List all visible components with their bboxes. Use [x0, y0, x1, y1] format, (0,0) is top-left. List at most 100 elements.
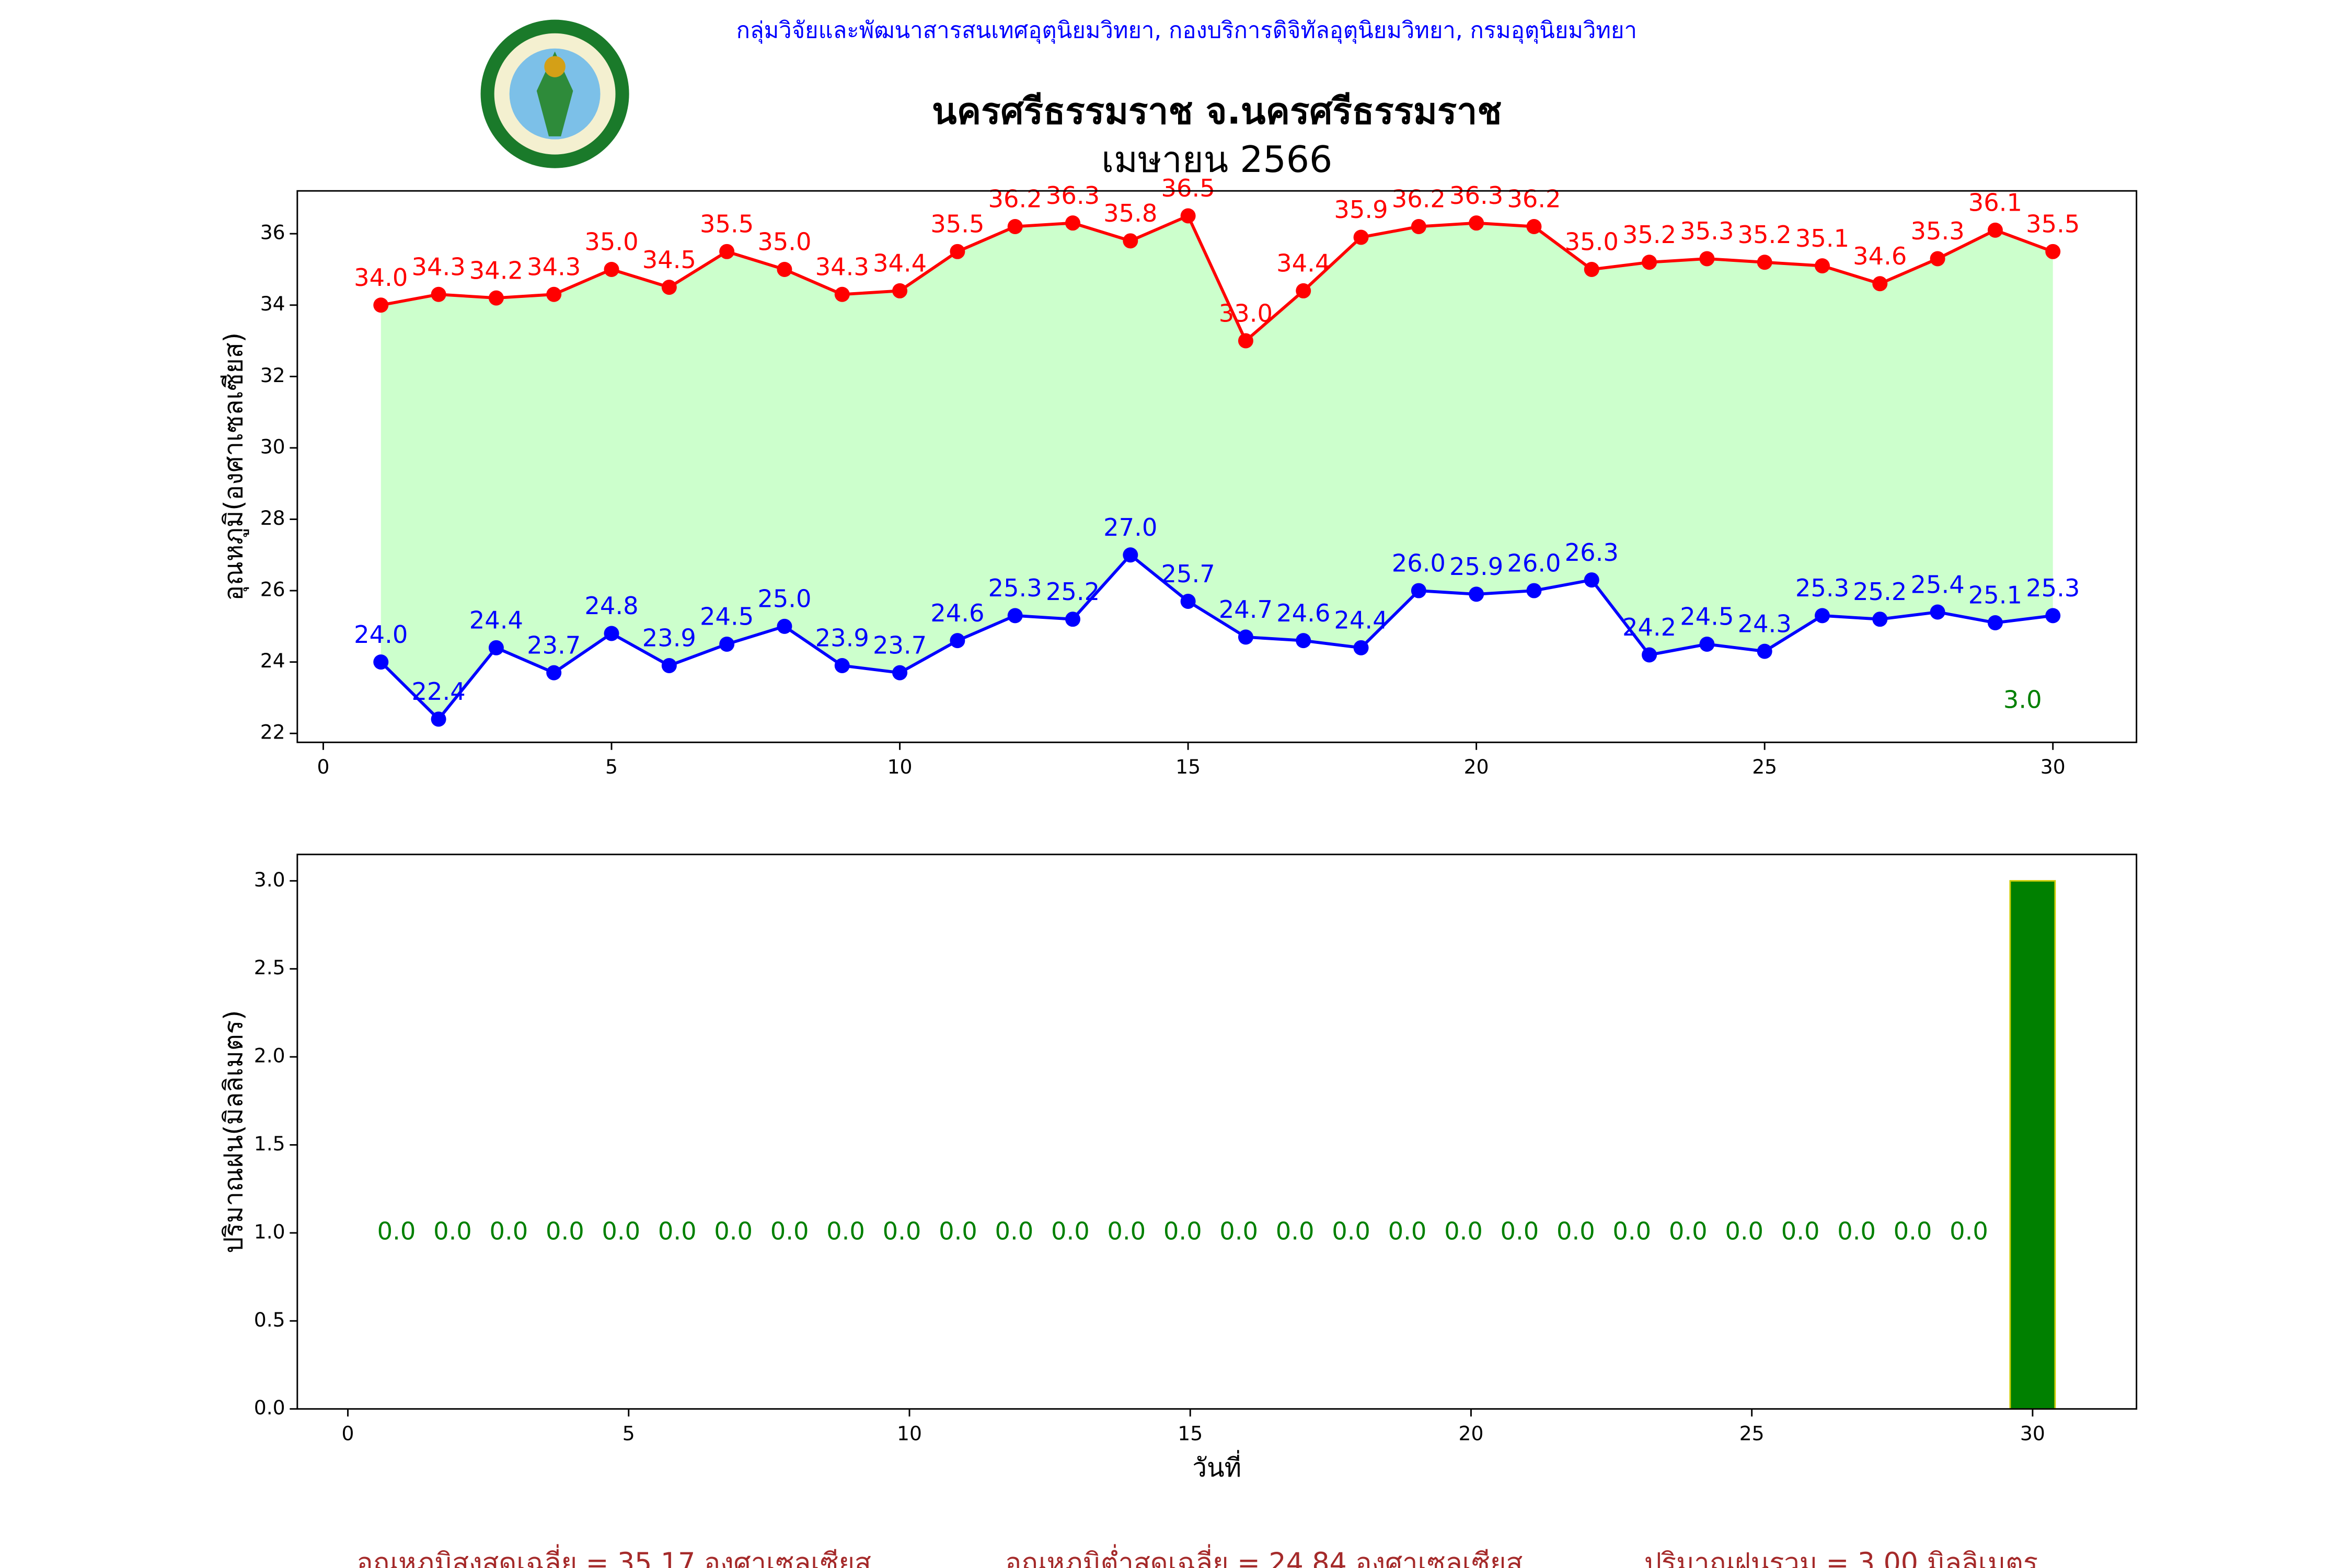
x-tick-label: 15: [1178, 1422, 1203, 1445]
point: [373, 297, 389, 313]
data-label: 34.3: [527, 252, 581, 281]
data-label: 35.8: [1103, 199, 1157, 227]
data-label: 26.0: [1507, 549, 1561, 577]
x-axis-label: วันที่: [1192, 1450, 1241, 1483]
line: [379, 552, 2054, 722]
data-label: 0.0: [1051, 1217, 1090, 1245]
data-label: 0.0: [1107, 1217, 1146, 1245]
data-label: 34.4: [1276, 249, 1330, 278]
data-label: 0.0: [883, 1217, 921, 1245]
data-label: 23.7: [873, 631, 927, 659]
data-label: 24.5: [1680, 603, 1734, 631]
data-label: 36.2: [1392, 185, 1446, 213]
data-label: 35.2: [1738, 221, 1792, 249]
y-axis-label: อุณหภูมิ(องศาเซลเซียส): [218, 332, 249, 601]
footer: ปริมาณฝนรวม = 3.00 มิลลิเมตร: [1644, 1548, 2038, 1568]
point: [1699, 251, 1715, 267]
point: [719, 637, 735, 652]
data-label: 24.2: [1622, 613, 1676, 641]
y-tick-label: 0.0: [254, 1396, 285, 1419]
point: [1699, 637, 1715, 652]
point: [2045, 608, 2061, 624]
point: [546, 286, 562, 302]
data-label: 25.4: [1911, 570, 1965, 598]
y-tick-label: 26: [260, 578, 285, 601]
data-label: 35.0: [1565, 228, 1619, 256]
data-label: 0.0: [995, 1217, 1034, 1245]
point: [1526, 583, 1542, 598]
data-label: 24.5: [700, 603, 754, 631]
x-tick-label: 10: [887, 755, 913, 778]
data-label: 0.0: [602, 1217, 640, 1245]
y-tick-label: 1.5: [254, 1132, 285, 1155]
data-label: 24.3: [1738, 609, 1792, 638]
point: [661, 280, 677, 295]
logo: [480, 19, 629, 168]
data-label: 35.9: [1334, 195, 1388, 224]
point: [661, 658, 677, 673]
data-label: 25.9: [1449, 552, 1503, 581]
data-label: 0.0: [826, 1217, 865, 1245]
data-label: 35.5: [930, 210, 984, 238]
x-tick-label: 20: [1458, 1422, 1483, 1445]
y-tick-label: 2.5: [254, 956, 285, 979]
point: [604, 626, 619, 641]
y-tick-label: 22: [260, 721, 285, 744]
data-label: 36.2: [988, 185, 1042, 213]
point: [1353, 229, 1369, 245]
point: [1930, 251, 1945, 267]
x-tick-label: 30: [2040, 755, 2066, 778]
point: [719, 244, 735, 259]
data-label: 0.0: [714, 1217, 753, 1245]
data-label: 0.0: [1894, 1217, 1932, 1245]
point: [1642, 647, 1657, 663]
data-label: 25.2: [1853, 578, 1907, 606]
point: [1757, 255, 1772, 270]
title: เมษายน 2566: [1101, 139, 1332, 181]
data-label: 36.2: [1507, 185, 1561, 213]
data-label: 25.2: [1046, 578, 1100, 606]
data-label: 24.4: [1334, 606, 1388, 635]
data-label: 24.6: [1276, 599, 1330, 627]
data-label: 25.3: [1795, 574, 1849, 602]
data-label: 0.0: [1781, 1217, 1820, 1245]
data-label: 0.0: [546, 1217, 584, 1245]
data-label: 0.0: [1219, 1217, 1258, 1245]
y-tick-label: 1.0: [254, 1220, 285, 1243]
x-tick-label: 15: [1175, 755, 1201, 778]
point: [1815, 608, 1830, 624]
data-label: 34.6: [1853, 242, 1907, 270]
point: [1584, 572, 1599, 588]
point: [1872, 612, 1888, 627]
data-label: 0.0: [1725, 1217, 1763, 1245]
point: [1007, 219, 1023, 234]
data-label: 34.3: [411, 252, 465, 281]
point: [1757, 643, 1772, 659]
data-label: 36.1: [1968, 189, 2022, 217]
data-label: 34.4: [873, 249, 927, 278]
point: [834, 658, 850, 673]
point: [892, 665, 908, 681]
x-tick-label: 30: [2020, 1422, 2045, 1445]
data-label: 35.0: [757, 228, 811, 256]
point: [1296, 633, 1311, 649]
footer: อุณหภูมิต่ำสุดเฉลี่ย = 24.84 องศาเซลเซีย…: [1005, 1544, 1523, 1568]
fill-area: [381, 216, 2053, 719]
point: [1123, 233, 1138, 249]
data-label: 0.0: [1837, 1217, 1876, 1245]
data-label: 35.5: [2026, 210, 2080, 238]
data-label: 24.6: [930, 599, 984, 627]
data-label: 26.0: [1392, 549, 1446, 577]
data-label: 25.0: [757, 585, 811, 613]
data-label: 0.0: [1388, 1217, 1427, 1245]
y-tick-label: 36: [260, 221, 285, 244]
point: [1411, 219, 1426, 234]
data-label: 36.5: [1161, 174, 1215, 202]
point: [1238, 333, 1253, 349]
point: [1238, 629, 1253, 645]
data-label: 24.8: [584, 592, 638, 620]
data-label: 0.0: [1444, 1217, 1483, 1245]
data-label: 35.0: [584, 228, 638, 256]
data-label: 0.0: [939, 1217, 977, 1245]
data-label: 25.3: [988, 574, 1042, 602]
